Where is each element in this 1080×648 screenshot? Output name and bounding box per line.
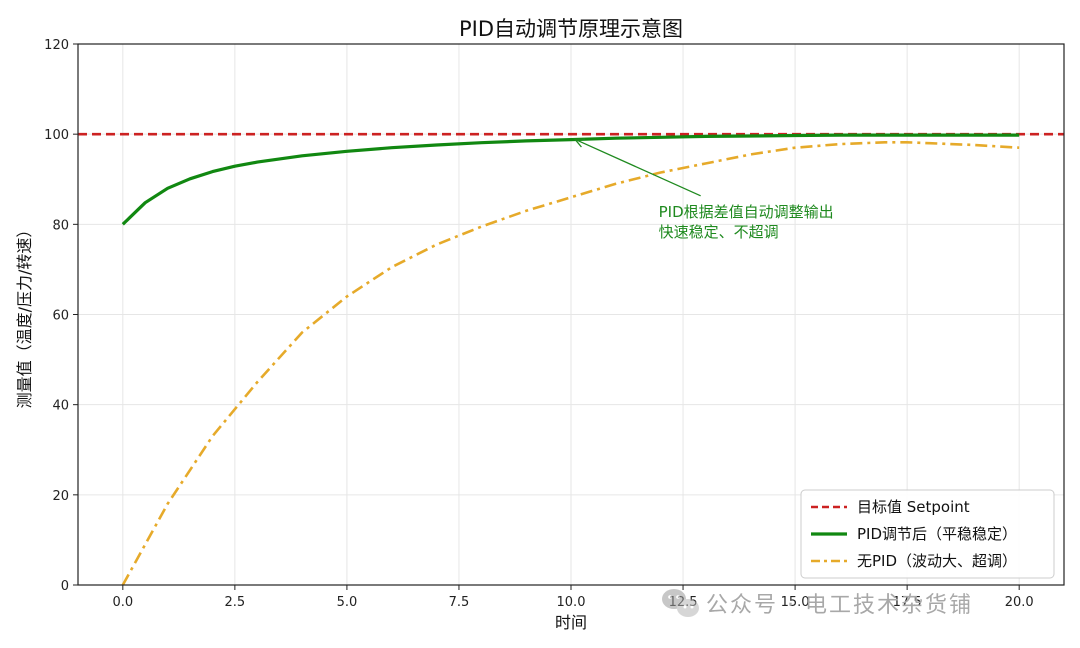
watermark-text: 公众号 · 电工技术杂货铺 bbox=[706, 593, 973, 618]
series-line-2 bbox=[121, 141, 1020, 586]
annotation-text-line: 快速稳定、不超调 bbox=[659, 223, 779, 241]
legend-label-1: PID调节后（平稳稳定） bbox=[857, 525, 1017, 543]
x-tick-label: 2.5 bbox=[225, 595, 246, 610]
y-tick-label: 40 bbox=[52, 399, 69, 414]
x-tick-label: 5.0 bbox=[337, 595, 358, 610]
x-tick-label: 10.0 bbox=[557, 595, 586, 610]
x-tick-label: 7.5 bbox=[449, 595, 470, 610]
legend-box bbox=[800, 489, 1055, 579]
wechat-icon bbox=[662, 589, 699, 617]
y-axis-label: 测量值（温度/压力/转速） bbox=[15, 222, 34, 409]
y-tick-label: 60 bbox=[52, 309, 69, 324]
x-tick-label: 15.0 bbox=[781, 595, 810, 610]
y-tick-label: 80 bbox=[52, 218, 69, 233]
legend-label-0: 目标值 Setpoint bbox=[857, 498, 970, 516]
legend-label-2: 无PID（波动大、超调） bbox=[857, 552, 1017, 570]
x-tick-label: 17.5 bbox=[893, 595, 922, 610]
y-tick-label: 120 bbox=[44, 38, 69, 53]
x-tick-label: 0.0 bbox=[112, 595, 133, 610]
y-tick-label: 100 bbox=[44, 128, 69, 143]
legend: 目标值 Setpoint PID调节后（平稳稳定） 无PID（波动大、超调） bbox=[800, 489, 1055, 579]
y-tick-label: 20 bbox=[52, 489, 69, 504]
y-tick-label: 0 bbox=[61, 579, 69, 594]
annotation-arrow-line bbox=[574, 138, 701, 197]
x-axis-label: 时间 bbox=[555, 613, 587, 632]
x-tick-label: 20.0 bbox=[1005, 595, 1034, 610]
annotation-text-line: PID根据差值自动调整输出 bbox=[659, 203, 834, 221]
chart-title: PID自动调节原理示意图 bbox=[459, 17, 683, 41]
series-line-1 bbox=[121, 133, 1020, 226]
series-layer bbox=[78, 132, 1064, 586]
watermark: 公众号 · 电工技术杂货铺 bbox=[662, 589, 973, 618]
annotation-arrow-head bbox=[573, 138, 586, 148]
